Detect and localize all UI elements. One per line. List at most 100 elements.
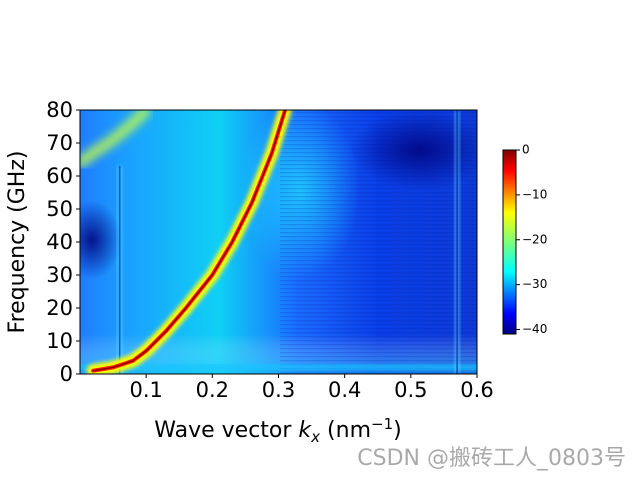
stripe-line [280, 112, 477, 114]
x-axis-ticks: 0.1 0.2 0.3 0.4 0.5 0.6 [129, 374, 494, 402]
colorbar-tick-label: −30 [522, 277, 547, 291]
low-frequency-band [80, 364, 477, 371]
stripe-line [280, 276, 477, 278]
stripe-line [280, 132, 477, 134]
colorbar-tick-label: −10 [522, 187, 547, 201]
stripe-line [280, 268, 477, 270]
stripe-line [280, 160, 477, 162]
stripe-line [280, 172, 477, 174]
stripe-line [280, 316, 477, 318]
stripe-line [280, 192, 477, 194]
stripe-line [280, 308, 477, 310]
stripe-line [280, 128, 477, 130]
colorbar-ticks: 0 −10 −20 −30 −40 [516, 143, 547, 336]
stripe-line [280, 144, 477, 146]
colorbar-tick-label: −20 [522, 232, 547, 246]
x-axis-label-unit-close: ) [393, 418, 402, 443]
y-axis-label: Frequency (GHz) [5, 151, 30, 334]
stripe-line [280, 164, 477, 166]
stripe-line [280, 228, 477, 230]
x-tick-label: 0.5 [394, 378, 427, 402]
stripe-line [280, 236, 477, 238]
stripe-line [280, 296, 477, 298]
colorbar-gradient [502, 149, 517, 335]
stripe-line [280, 180, 477, 182]
stripe-line [280, 372, 477, 374]
x-axis-label-unit-sup: −1 [371, 415, 393, 433]
x-axis-label-prefix: Wave vector [154, 418, 298, 443]
stripe-line [280, 200, 477, 202]
stripe-line [280, 240, 477, 242]
stripe-line [280, 120, 477, 122]
y-tick-label: 70 [46, 131, 73, 155]
y-tick-label: 0 [60, 362, 73, 386]
stripe-line [280, 140, 477, 142]
y-tick-label: 10 [46, 329, 73, 353]
colorbar: 0 −10 −20 −30 −40 [502, 143, 547, 336]
dispersion-branch-core [92, 110, 286, 372]
stripe-line [280, 332, 477, 334]
stripe-line [280, 232, 477, 234]
x-tick-label: 0.2 [196, 378, 229, 402]
y-tick-label: 60 [46, 164, 73, 188]
stripe-line [280, 248, 477, 250]
stripe-line [280, 204, 477, 206]
stripe-line [280, 264, 477, 266]
x-axis-label-var: k [298, 418, 312, 443]
dark-region-upper-right [350, 110, 477, 190]
colorbar-tick-label: 0 [522, 143, 530, 157]
x-tick-label: 0.6 [460, 378, 493, 402]
x-axis-label-unit: (nm [320, 418, 371, 443]
colorbar-tick-label: −40 [522, 322, 547, 336]
heatmap-area [80, 110, 477, 374]
stripe-line [280, 208, 477, 210]
stripe-line [280, 136, 477, 138]
y-tick-label: 20 [46, 296, 73, 320]
vertical-feature-core [118, 166, 121, 374]
x-axis-label: Wave vector kx (nm−1) [154, 415, 401, 446]
stripe-line [280, 300, 477, 302]
vertical-features [116, 110, 461, 374]
stripe-line [280, 328, 477, 330]
stripe-line [280, 216, 477, 218]
stripe-line [280, 148, 477, 150]
stripe-line [280, 304, 477, 306]
stripe-line [280, 344, 477, 346]
stripe-line [280, 252, 477, 254]
x-tick-label: 0.3 [262, 378, 295, 402]
stripe-line [280, 220, 477, 222]
stripe-line [280, 352, 477, 354]
x-axis-label-sub: x [310, 428, 320, 446]
stripe-line [280, 336, 477, 338]
stripe-line [280, 292, 477, 294]
dark-region-left [80, 200, 122, 280]
stripe-line [280, 312, 477, 314]
stripe-line [280, 168, 477, 170]
stripe-line [280, 272, 477, 274]
stripe-line [280, 340, 477, 342]
stripe-line [280, 324, 477, 326]
x-tick-label: 0.4 [328, 378, 361, 402]
heatmap-stripes [80, 112, 477, 374]
stripe-line [280, 244, 477, 246]
stripe-line [280, 348, 477, 350]
stripe-line [280, 260, 477, 262]
stripe-line [280, 360, 477, 362]
watermark-text: CSDN @搬砖工人_0803号 [357, 446, 626, 471]
stripe-line [280, 116, 477, 118]
stripe-line [280, 212, 477, 214]
y-tick-label: 30 [46, 263, 73, 287]
y-axis-ticks: 0 10 20 30 40 50 60 70 80 [46, 98, 80, 386]
stripe-line [280, 284, 477, 286]
stripe-line [280, 356, 477, 358]
stripe-line [280, 256, 477, 258]
stripe-line [280, 156, 477, 158]
stripe-line [280, 152, 477, 154]
vertical-feature-core [456, 110, 458, 374]
stripe-line [280, 124, 477, 126]
x-tick-label: 0.1 [129, 378, 162, 402]
stripe-line [280, 224, 477, 226]
stripe-line [280, 196, 477, 198]
y-tick-label: 40 [46, 230, 73, 254]
